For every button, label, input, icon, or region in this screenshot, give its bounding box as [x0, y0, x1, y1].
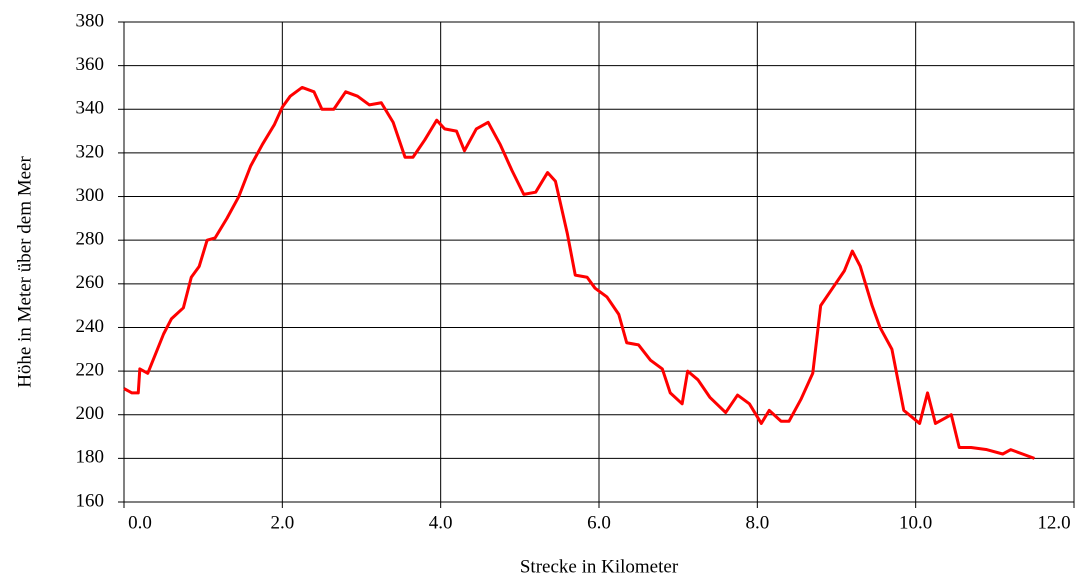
y-tick-label: 320: [76, 141, 105, 162]
x-tick-label: 2.0: [270, 512, 294, 533]
x-tick-label: 12.0: [1037, 512, 1070, 533]
y-tick-label: 280: [76, 229, 105, 250]
y-tick-label: 220: [76, 359, 105, 380]
y-tick-label: 340: [76, 98, 105, 119]
x-tick-label: 8.0: [745, 512, 769, 533]
y-tick-label: 260: [76, 272, 105, 293]
y-tick-label: 300: [76, 185, 105, 206]
y-tick-label: 180: [76, 447, 105, 468]
x-tick-label: 4.0: [429, 512, 453, 533]
y-tick-label: 380: [76, 10, 105, 31]
y-tick-label: 240: [76, 316, 105, 337]
x-tick-label: 0.0: [128, 512, 152, 533]
y-axis-title: Höhe in Meter über dem Meer: [14, 156, 35, 388]
x-tick-label: 10.0: [899, 512, 932, 533]
line: [123, 85, 1035, 460]
y-tick-label: 160: [76, 490, 105, 511]
x-tick-label: 6.0: [587, 512, 611, 533]
y-tick-label: 200: [76, 403, 105, 424]
y-tick-label: 360: [76, 54, 105, 75]
x-axis-title: Strecke in Kilometer: [520, 556, 679, 577]
